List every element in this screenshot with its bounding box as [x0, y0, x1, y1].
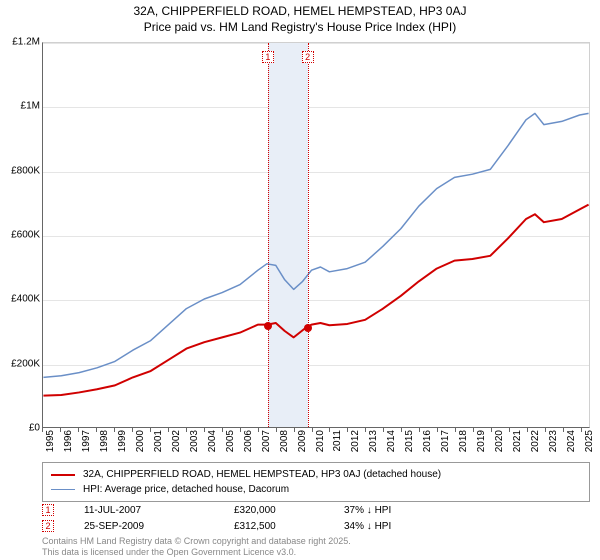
title-line-1: 32A, CHIPPERFIELD ROAD, HEMEL HEMPSTEAD,… [0, 4, 600, 20]
x-tick-label: 2009 [297, 430, 308, 452]
x-tick-label: 2008 [279, 430, 290, 452]
x-tick-label: 1997 [81, 430, 92, 452]
legend-row: 32A, CHIPPERFIELD ROAD, HEMEL HEMPSTEAD,… [51, 467, 581, 482]
x-tick-label: 2019 [476, 430, 487, 452]
x-tick-label: 2017 [440, 430, 451, 452]
sale-marker-label: 2 [302, 51, 314, 63]
series-property [43, 205, 588, 396]
y-tick-label: £1M [0, 101, 40, 112]
y-tick-label: £400K [0, 294, 40, 305]
x-tick-label: 1999 [117, 430, 128, 452]
x-tick-label: 2011 [332, 430, 343, 452]
x-tick-label: 2015 [404, 430, 415, 452]
x-tick-label: 2003 [189, 430, 200, 452]
x-tick-label: 2023 [548, 430, 559, 452]
x-tick-label: 1995 [45, 430, 56, 452]
sales-table: 1 11-JUL-2007 £320,000 37% ↓ HPI 2 25-SE… [42, 502, 590, 534]
x-tick-label: 1998 [99, 430, 110, 452]
x-tick-label: 2004 [207, 430, 218, 452]
sale-dot [304, 324, 312, 332]
x-tick-label: 2025 [584, 430, 595, 452]
sale-pct-vs-hpi: 34% ↓ HPI [344, 521, 464, 532]
line-series-svg [43, 43, 589, 427]
x-tick-label: 2016 [422, 430, 433, 452]
x-tick-label: 1996 [63, 430, 74, 452]
legend-label-hpi: HPI: Average price, detached house, Daco… [83, 482, 289, 497]
sale-marker-label: 1 [262, 51, 274, 63]
sale-marker-box: 2 [42, 520, 54, 532]
x-tick-label: 2000 [135, 430, 146, 452]
y-tick-label: £1.2M [0, 37, 40, 48]
y-tick-label: £0 [0, 423, 40, 434]
sale-price: £312,500 [234, 521, 344, 532]
legend-label-property: 32A, CHIPPERFIELD ROAD, HEMEL HEMPSTEAD,… [83, 467, 441, 482]
x-tick-label: 2006 [243, 430, 254, 452]
legend-swatch-hpi [51, 489, 75, 490]
chart-container: 32A, CHIPPERFIELD ROAD, HEMEL HEMPSTEAD,… [0, 0, 600, 560]
sales-row: 1 11-JUL-2007 £320,000 37% ↓ HPI [42, 502, 590, 518]
x-tick-label: 2007 [261, 430, 272, 452]
x-tick-label: 2021 [512, 430, 523, 452]
x-tick-label: 2005 [225, 430, 236, 452]
x-tick-label: 2020 [494, 430, 505, 452]
y-tick-label: £600K [0, 230, 40, 241]
sale-date: 11-JUL-2007 [84, 505, 234, 516]
x-tick-label: 2012 [350, 430, 361, 452]
sale-pct-vs-hpi: 37% ↓ HPI [344, 505, 464, 516]
sale-marker-box: 1 [42, 504, 54, 516]
sales-row: 2 25-SEP-2009 £312,500 34% ↓ HPI [42, 518, 590, 534]
x-tick-label: 2018 [458, 430, 469, 452]
sale-dot [264, 322, 272, 330]
x-tick-label: 2001 [153, 430, 164, 452]
x-tick-label: 2024 [566, 430, 577, 452]
plot-area: 12 [42, 42, 590, 428]
footer-line-2: This data is licensed under the Open Gov… [42, 547, 351, 558]
y-tick-label: £800K [0, 165, 40, 176]
sale-date: 25-SEP-2009 [84, 521, 234, 532]
legend: 32A, CHIPPERFIELD ROAD, HEMEL HEMPSTEAD,… [42, 462, 590, 502]
x-tick-label: 2022 [530, 430, 541, 452]
sale-price: £320,000 [234, 505, 344, 516]
footer-attribution: Contains HM Land Registry data © Crown c… [42, 536, 351, 558]
x-tick-label: 2010 [315, 430, 326, 452]
series-hpi [43, 113, 588, 377]
x-tick-label: 2014 [386, 430, 397, 452]
legend-swatch-property [51, 474, 75, 476]
title-block: 32A, CHIPPERFIELD ROAD, HEMEL HEMPSTEAD,… [0, 0, 600, 35]
y-tick-label: £200K [0, 358, 40, 369]
x-tick-label: 2013 [368, 430, 379, 452]
footer-line-1: Contains HM Land Registry data © Crown c… [42, 536, 351, 547]
legend-row: HPI: Average price, detached house, Daco… [51, 482, 581, 497]
title-line-2: Price paid vs. HM Land Registry's House … [0, 20, 600, 36]
x-tick-label: 2002 [171, 430, 182, 452]
